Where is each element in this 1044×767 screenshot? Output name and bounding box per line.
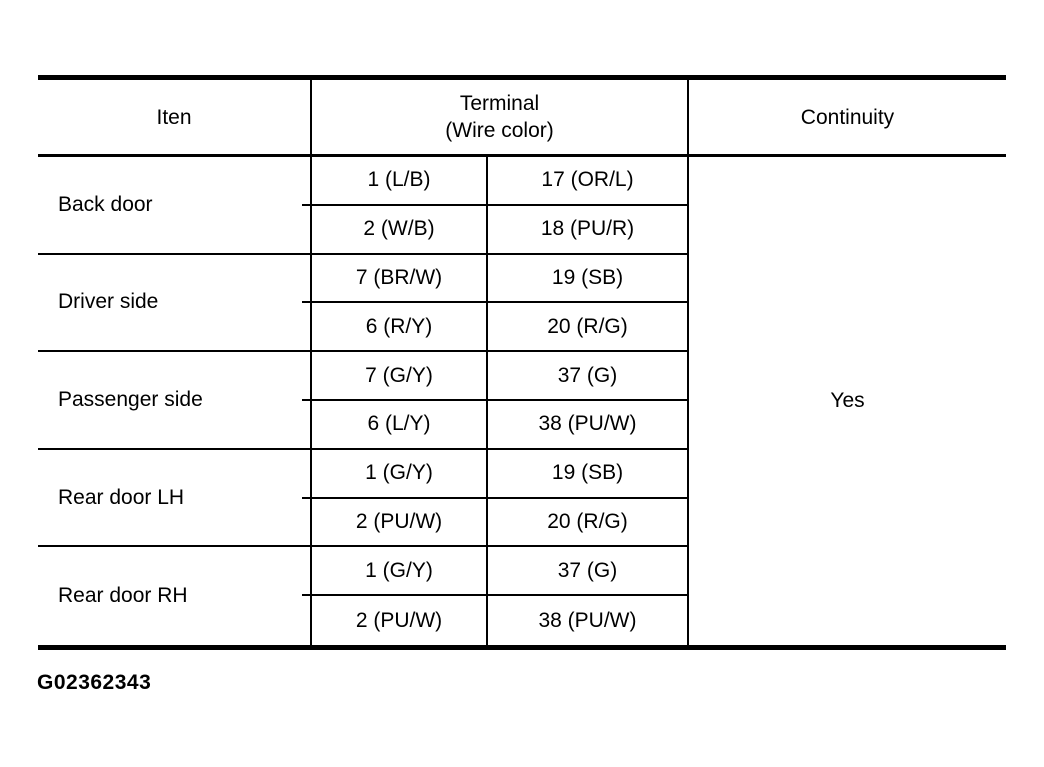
item-cell-driver-side: Driver side	[38, 255, 310, 353]
terminal-cell-left: 1 (G/Y)	[365, 461, 433, 485]
terminal-cell-left: 6 (L/Y)	[367, 412, 431, 436]
terminal-row: 7 (BR/W) 19 (SB)	[312, 254, 687, 304]
row-separator-stub	[302, 594, 312, 597]
terminal-column: 1 (L/B) 17 (OR/L) 2 (W/B) 18 (PU/R) 7 (B…	[310, 157, 687, 645]
terminal-cell-right: 17 (OR/L)	[486, 157, 687, 204]
terminal-cell-left: 2 (W/B)	[363, 217, 435, 241]
terminal-cell-left: 7 (G/Y)	[365, 363, 433, 387]
terminal-row: 2 (PU/W) 38 (PU/W)	[312, 596, 687, 645]
item-column: Back door Driver side Passenger side Rea…	[38, 157, 310, 645]
item-cell-back-door: Back door	[38, 157, 310, 255]
row-separator-stub	[302, 496, 312, 499]
header-terminal: Terminal (Wire color)	[310, 80, 687, 154]
header-continuity-label: Continuity	[800, 105, 895, 129]
terminal-row: 6 (L/Y) 38 (PU/W)	[312, 400, 687, 450]
continuity-value: Yes	[830, 388, 865, 412]
terminal-cell-right: 18 (PU/R)	[486, 205, 687, 253]
terminal-cell-left: 7 (BR/W)	[355, 265, 443, 289]
terminal-row: 6 (R/Y) 20 (R/G)	[312, 303, 687, 353]
header-terminal-line1: Terminal	[459, 92, 540, 115]
terminal-cell-right: 38 (PU/W)	[486, 596, 687, 645]
header-terminal-line2: (Wire color)	[445, 119, 554, 142]
terminal-row: 2 (PU/W) 20 (R/G)	[312, 498, 687, 548]
terminal-cell-left: 1 (L/B)	[367, 168, 431, 192]
table-body: Back door Driver side Passenger side Rea…	[38, 157, 1006, 645]
terminal-row: 1 (G/Y) 19 (SB)	[312, 449, 687, 499]
terminal-cell-right: 20 (R/G)	[486, 498, 687, 546]
header-continuity: Continuity	[687, 80, 1006, 154]
terminal-cell-right: 37 (G)	[486, 352, 687, 399]
terminal-row: 2 (W/B) 18 (PU/R)	[312, 205, 687, 255]
terminal-cell-left: 2 (PU/W)	[355, 608, 443, 632]
terminal-row: 7 (G/Y) 37 (G)	[312, 352, 687, 401]
item-cell-passenger-side: Passenger side	[38, 352, 310, 450]
header-item: Iten	[38, 80, 310, 154]
terminal-cell-right: 19 (SB)	[486, 449, 687, 497]
terminal-cell-left: 2 (PU/W)	[355, 509, 443, 533]
terminal-row: 1 (L/B) 17 (OR/L)	[312, 157, 687, 206]
row-separator-stub	[302, 203, 312, 206]
row-separator-stub	[302, 399, 312, 401]
item-cell-rear-door-lh: Rear door LH	[38, 450, 310, 548]
terminal-cell-left: 1 (G/Y)	[365, 558, 433, 582]
terminal-cell-right: 19 (SB)	[486, 254, 687, 302]
terminal-cell-left: 6 (R/Y)	[365, 314, 433, 338]
table-header-row: Iten Terminal (Wire color) Continuity	[38, 80, 1006, 157]
terminal-cell-right: 37 (G)	[486, 547, 687, 595]
continuity-cell: Yes	[687, 157, 1006, 645]
header-item-label: Iten	[156, 105, 192, 129]
terminal-cell-right: 20 (R/G)	[486, 303, 687, 351]
row-separator-stub	[302, 301, 312, 304]
terminal-row: 1 (G/Y) 37 (G)	[312, 547, 687, 597]
continuity-check-table: Iten Terminal (Wire color) Continuity Ba…	[38, 75, 1006, 650]
figure-id: G02362343	[37, 671, 152, 694]
terminal-cell-right: 38 (PU/W)	[486, 400, 687, 448]
item-cell-rear-door-rh: Rear door RH	[58, 584, 188, 608]
